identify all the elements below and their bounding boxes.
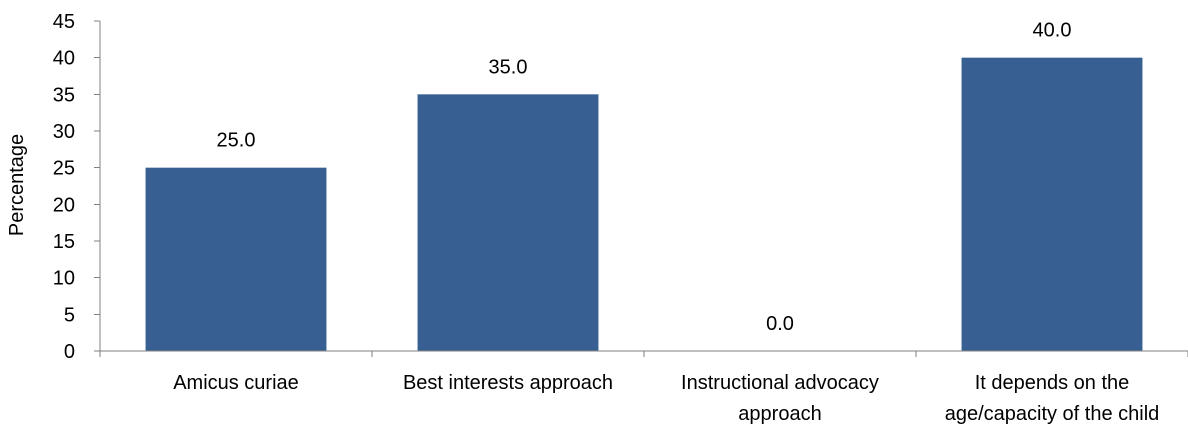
y-tick-label: 5 xyxy=(64,304,75,326)
y-tick-label: 20 xyxy=(53,194,75,216)
category-label: Instructional advocacy approach xyxy=(681,372,879,425)
category-labels: Amicus curiae Best interests approach Inst… xyxy=(173,372,1159,425)
bar xyxy=(417,94,599,351)
y-tick-label: 15 xyxy=(53,231,75,253)
bars xyxy=(145,57,1143,352)
bar xyxy=(145,167,327,351)
data-labels: 25.0 35.0 0.0 40.0 xyxy=(217,20,1072,335)
category-label: Amicus curiae xyxy=(173,372,299,394)
y-axis-title: Percentage xyxy=(6,134,28,236)
y-axis-ticks: 0 5 10 15 20 25 30 35 40 45 xyxy=(53,11,100,363)
data-label: 25.0 xyxy=(217,130,256,152)
category-label-line: It depends on the xyxy=(975,372,1130,394)
category-label-line: Amicus curiae xyxy=(173,372,299,394)
y-tick-label: 35 xyxy=(53,84,75,106)
data-label: 0.0 xyxy=(766,313,794,335)
y-tick-label: 25 xyxy=(53,158,75,180)
bar xyxy=(961,57,1143,352)
y-tick-label: 0 xyxy=(64,341,75,363)
y-tick-label: 45 xyxy=(53,11,75,33)
y-tick-label: 30 xyxy=(53,121,75,143)
category-label-line: Best interests approach xyxy=(403,372,613,394)
category-label: It depends on the age/capacity of the chi… xyxy=(945,372,1160,425)
category-label-line: approach xyxy=(738,403,821,425)
x-axis-ticks xyxy=(99,351,1188,357)
category-label-line: Instructional advocacy xyxy=(681,372,879,394)
y-tick-label: 40 xyxy=(53,48,75,70)
data-label: 35.0 xyxy=(489,56,528,78)
category-label-line: age/capacity of the child xyxy=(945,403,1160,425)
category-label: Best interests approach xyxy=(403,372,613,394)
data-label: 40.0 xyxy=(1033,20,1072,42)
y-tick-label: 10 xyxy=(53,268,75,290)
